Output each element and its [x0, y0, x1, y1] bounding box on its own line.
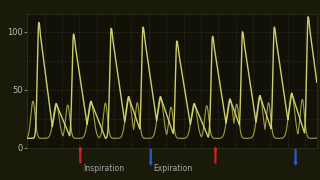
Text: Expiration: Expiration — [153, 164, 193, 173]
Text: Inspiration: Inspiration — [83, 164, 124, 173]
